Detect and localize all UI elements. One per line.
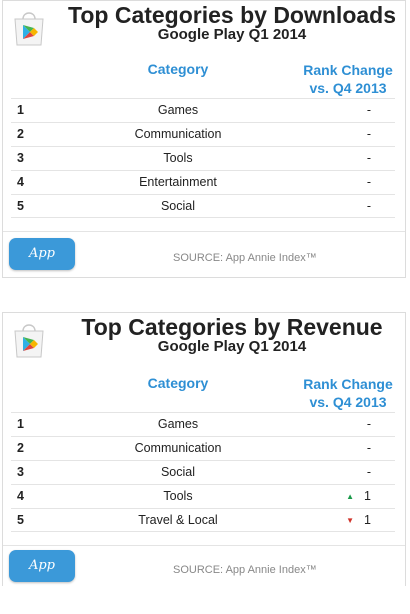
category-name: Entertainment [139,175,217,189]
chart-title: Top Categories by Downloads [68,2,396,28]
category-name: Social [160,199,196,213]
rank-up-icon: ▲ [346,492,355,501]
rank-change-cell: ▲ 1 [341,489,371,503]
column-header-category: Category [147,61,209,77]
column-header-rank-change-line2: vs. Q4 2013 [309,394,387,410]
chart-title: Top Categories by Revenue [81,314,383,340]
table-row: 3 Tools - [11,146,395,170]
table-row: 4 Tools ▲ 1 [11,484,395,508]
google-play-icon [14,324,44,358]
category-name: Communication [134,127,222,141]
rank-number: 5 [17,513,24,527]
table-row: 3 Social - [11,460,395,484]
category-name: Travel & Local [138,513,218,527]
google-play-icon [14,12,44,46]
category-name: Communication [134,441,222,455]
column-header-category: Category [147,375,209,391]
category-name: Social [160,465,196,479]
column-header-rank-change-line1: Rank Change [303,376,393,392]
category-name: Tools [163,489,193,503]
rank-change-cell: ▼ 1 [341,513,371,527]
chart-subtitle: Google Play Q1 2014 [157,338,307,355]
category-name: Games [157,417,199,431]
column-header-rank-change: Rank Change vs. Q4 2013 [293,61,403,97]
rank-number: 5 [17,199,24,213]
table-row: 2 Communication - [11,122,395,146]
source-note: SOURCE: App Annie Index™ [173,564,317,576]
downloads-panel: Top Categories by Downloads Google Play … [2,0,406,293]
rank-number: 1 [17,417,24,431]
rank-number: 4 [17,175,24,189]
column-header-rank-change-line1: Rank Change [303,62,393,78]
table-row: 5 Travel & Local ▼ 1 [11,508,395,532]
app-annie-logo: App Annie [9,238,75,293]
rank-change: - [366,103,371,117]
table-row: 4 Entertainment - [11,170,395,194]
divider [3,545,405,546]
table-row: 1 Games - [11,412,395,436]
rank-number: 2 [17,441,24,455]
app-annie-logo: App Annie [9,550,75,605]
rank-change: - [366,151,371,165]
rank-change: 1 [364,513,371,527]
chart-subtitle: Google Play Q1 2014 [157,26,307,43]
rank-change: - [366,127,371,141]
table-row: 5 Social - [11,194,395,218]
rank-change: - [366,417,371,431]
revenue-panel: Top Categories by Revenue Google Play Q1… [2,312,406,605]
category-name: Games [157,103,199,117]
rank-change: - [366,465,371,479]
source-note: SOURCE: App Annie Index™ [173,252,317,264]
table-row: 2 Communication - [11,436,395,460]
column-header-rank-change-line2: vs. Q4 2013 [309,80,387,96]
column-header-rank-change: Rank Change vs. Q4 2013 [293,375,403,411]
rank-number: 1 [17,103,24,117]
rank-number: 2 [17,127,24,141]
divider [3,231,405,232]
category-name: Tools [163,151,193,165]
rank-change: - [366,441,371,455]
rank-number: 3 [17,151,24,165]
rank-number: 3 [17,465,24,479]
rank-number: 4 [17,489,24,503]
table-row: 1 Games - [11,98,395,122]
rank-change: 1 [364,489,371,503]
rank-down-icon: ▼ [346,516,355,525]
rank-change: - [366,175,371,189]
rank-change: - [366,199,371,213]
